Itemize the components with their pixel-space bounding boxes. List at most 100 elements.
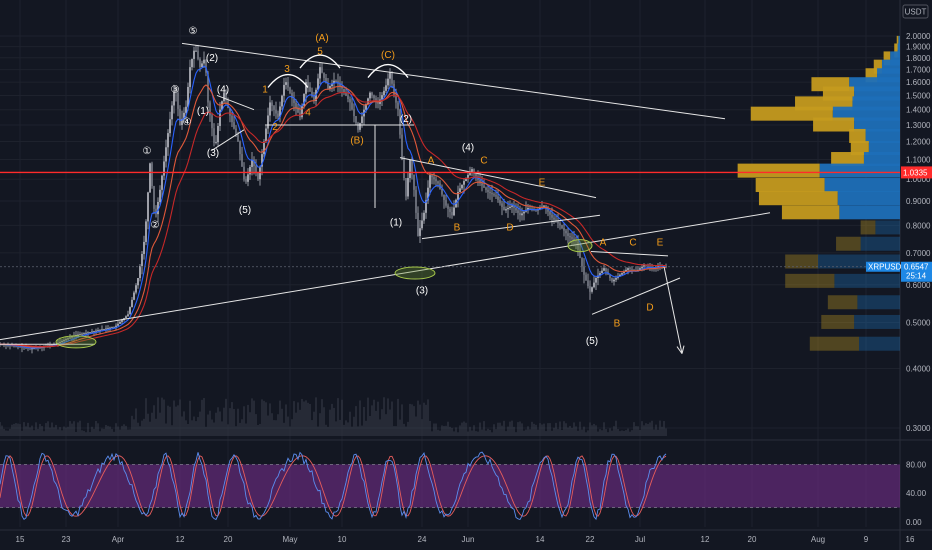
candle-body: [615, 278, 617, 280]
volume-bar: [565, 423, 567, 436]
elliott-wave-label: (2): [206, 53, 218, 64]
volume-bar: [585, 432, 587, 436]
volume-bar: [553, 427, 555, 436]
candle-body: [95, 330, 97, 332]
volume-bar: [379, 419, 381, 436]
vp-sell-bar: [868, 141, 900, 156]
trendline-drawings[interactable]: [0, 42, 900, 354]
volume-bar: [249, 412, 251, 436]
volume-bar: [385, 414, 387, 436]
elliott-wave-label: (4): [217, 85, 229, 96]
candle-body: [577, 241, 579, 250]
candle-body: [419, 228, 421, 236]
volume-bar: [467, 431, 469, 436]
candle-body: [125, 316, 127, 319]
elliott-wave-label: 2: [272, 122, 278, 133]
triangle-top: [590, 250, 669, 257]
price-tick-label: 1.9000: [906, 43, 931, 52]
volume-bar: [263, 400, 265, 436]
vp-buy-bar: [850, 141, 869, 156]
candle-body: [365, 104, 367, 110]
volume-bar: [665, 428, 667, 436]
candle-body: [485, 187, 487, 190]
volume-bar: [309, 403, 311, 436]
candle-body: [581, 258, 583, 267]
volume-bar: [369, 415, 371, 436]
candle-body: [7, 345, 9, 346]
triangle-bottom: [591, 277, 681, 315]
candle-body: [449, 208, 451, 213]
volume-bar: [73, 421, 75, 436]
volume-bar: [145, 398, 147, 436]
elliott-wave-label: D: [646, 302, 653, 313]
elliott-wave-label: 4: [305, 108, 311, 119]
volume-bar: [297, 402, 299, 436]
candle-body: [181, 118, 183, 126]
volume-profile: [737, 35, 900, 351]
candle-body: [551, 214, 553, 218]
vp-sell-bar: [832, 106, 900, 121]
candle-body: [519, 212, 521, 216]
volume-bar: [483, 421, 485, 436]
volume-bar: [223, 407, 225, 436]
stoch-oscillator-pane[interactable]: 80.00 40.00 0.00: [0, 451, 927, 527]
candle-body: [179, 108, 181, 126]
elliott-wave-label: (1): [197, 106, 209, 117]
candle-body: [307, 82, 309, 87]
volume-bar: [573, 422, 575, 436]
volume-bar: [363, 406, 365, 436]
volume-bar: [311, 420, 313, 436]
volume-bar: [1, 425, 3, 436]
currency-badge[interactable]: USDT: [902, 4, 929, 19]
volume-bar: [269, 403, 271, 436]
volume-bar: [559, 421, 561, 436]
volume-bar: [231, 402, 233, 436]
wave-arc: [267, 73, 309, 88]
moving-average-line: [0, 65, 667, 349]
candle-body: [451, 212, 453, 216]
elliott-wave-label: C: [629, 238, 636, 249]
volume-bar: [219, 411, 221, 436]
candle-body: [625, 269, 627, 272]
volume-bar: [213, 422, 215, 436]
candle-body: [117, 323, 119, 326]
candle-body: [89, 331, 91, 333]
volume-bar: [561, 430, 563, 436]
vp-sell-bar: [859, 336, 900, 351]
volume-bar: [261, 399, 263, 436]
candle-body: [509, 206, 511, 209]
candle-body: [641, 266, 643, 269]
volume-bar: [513, 426, 515, 436]
elliott-wave-label: 1: [262, 85, 268, 96]
elliott-wave-labels: ① ② ③ ④ ⑤ (1) (2) (3) (4) (5) 1 2 3 4 5 (A) (B) (C) (1) (2)…: [143, 26, 664, 347]
price-axis[interactable]: 2.0000 1.9000 1.8000 1.7000 1.6000 1.5000 1.40…: [866, 32, 932, 433]
volume-bar: [163, 399, 165, 436]
time-tick-label: 10: [338, 535, 347, 544]
volume-bar: [251, 398, 253, 436]
vp-buy-bar: [781, 205, 840, 220]
candle-body: [269, 102, 271, 116]
candle-body: [109, 327, 111, 329]
candle-body: [357, 122, 359, 130]
candle-body: [321, 67, 323, 73]
volume-bar: [461, 422, 463, 436]
candle-body: [345, 92, 347, 96]
elliott-wave-label: ⑤: [189, 26, 198, 37]
volume-bar: [59, 427, 61, 436]
volume-bar: [653, 429, 655, 436]
volume-bar: [247, 404, 249, 436]
candle-body: [247, 174, 249, 182]
volume-bar: [389, 409, 391, 436]
volume-bar: [423, 402, 425, 436]
volume-bar: [545, 431, 547, 436]
volume-bar: [591, 425, 593, 436]
time-axis[interactable]: 15 23 Apr 12 20 May 10 24 Jun 14 22 Jul 12 20 Aug 9 16: [16, 535, 915, 544]
candle-body: [133, 292, 135, 300]
volume-bar: [495, 429, 497, 436]
volume-bar: [501, 425, 503, 436]
candle-body: [223, 92, 225, 102]
vp-sell-bar: [857, 295, 900, 310]
volume-bar: [129, 429, 131, 436]
volume-bar: [255, 414, 257, 436]
